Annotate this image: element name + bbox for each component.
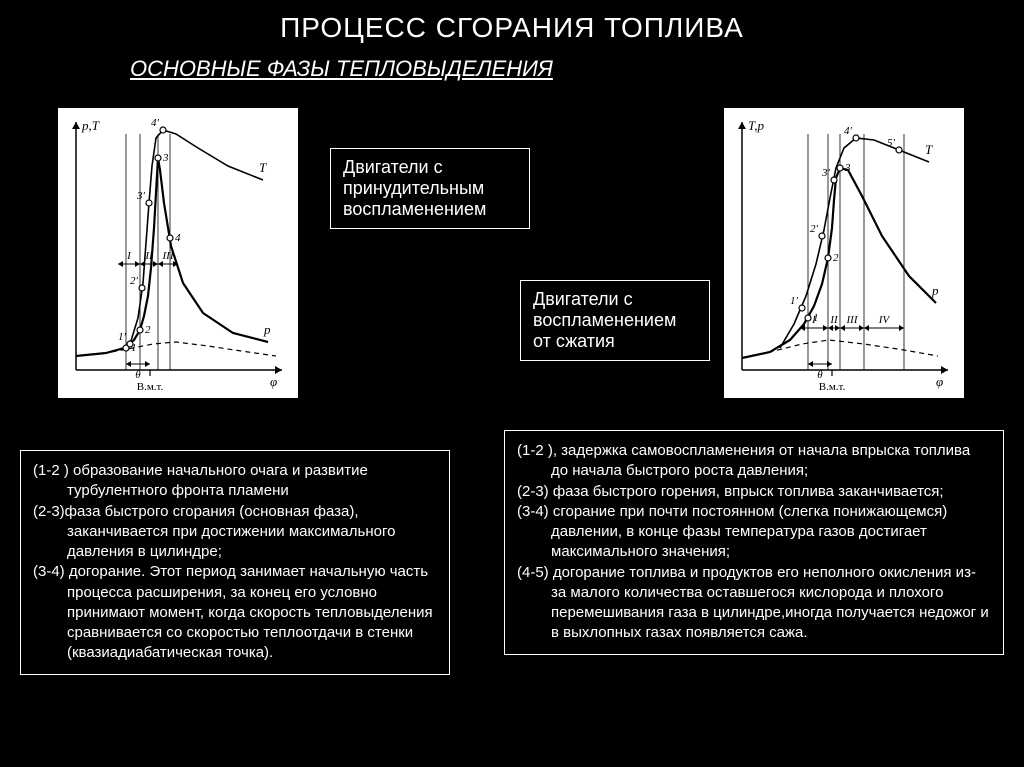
svg-text:θ: θ [135, 369, 141, 381]
svg-text:I: I [126, 250, 132, 262]
description-compression-phases: (1-2 ), задержка самовоспламенения от на… [504, 430, 1004, 655]
svg-text:1': 1' [118, 331, 127, 343]
svg-text:4: 4 [175, 232, 181, 244]
svg-text:T: T [259, 160, 267, 175]
svg-text:В.м.т.: В.м.т. [819, 381, 846, 393]
svg-text:4': 4' [844, 125, 853, 137]
svg-text:3': 3' [136, 190, 146, 202]
phase-2-3-spark: (2-3)фаза быстрого сгорания (основная фа… [33, 502, 437, 563]
phase-1-2-comp: (1-2 ), задержка самовоспламенения от на… [517, 441, 991, 482]
svg-text:2: 2 [833, 252, 839, 264]
label-spark-engines: Двигатели с принудительным воспламенение… [330, 148, 530, 229]
chart-spark-ignition: p,TφIIIIIIθ12341'2'3'4'pTВ.м.т. [58, 108, 298, 398]
phase-3-4-comp: (3-4) сгорание при почти постоянном (сле… [517, 502, 991, 563]
phase-3-4-spark: (3-4) догорание. Этот период занимает на… [33, 562, 437, 663]
svg-text:p: p [263, 322, 271, 337]
svg-text:II: II [829, 314, 839, 326]
svg-text:2': 2' [810, 223, 819, 235]
svg-text:3: 3 [162, 152, 169, 164]
phase-2-3-comp: (2-3) фаза быстрого горения, впрыск топл… [517, 482, 991, 502]
svg-text:1': 1' [790, 295, 799, 307]
svg-text:4': 4' [151, 117, 160, 129]
svg-text:III: III [162, 250, 175, 262]
chart-compression-ignition: T,pφIIIIIIIVθ1231'2'3'4'5'pTВ.м.т. [724, 108, 964, 398]
description-spark-phases: (1-2 ) образование начального очага и ра… [20, 450, 450, 675]
svg-text:2': 2' [130, 275, 139, 287]
svg-text:3': 3' [821, 167, 831, 179]
svg-text:2: 2 [145, 324, 151, 336]
page-subtitle: ОСНОВНЫЕ ФАЗЫ ТЕПЛОВЫДЕЛЕНИЯ [130, 56, 553, 82]
svg-text:p,T: p,T [81, 118, 100, 133]
svg-text:1: 1 [813, 312, 819, 324]
label-compression-engines: Двигатели с воспламенением от сжатия [520, 280, 710, 361]
phase-4-5-comp: (4-5) догорание топлива и продуктов его … [517, 563, 991, 644]
svg-text:5': 5' [887, 137, 896, 149]
svg-text:В.м.т.: В.м.т. [137, 381, 164, 393]
svg-text:φ: φ [270, 374, 277, 389]
svg-text:T,p: T,p [748, 118, 765, 133]
page-title: ПРОЦЕСС СГОРАНИЯ ТОПЛИВА [0, 12, 1024, 44]
svg-text:3: 3 [844, 162, 851, 174]
svg-text:IV: IV [878, 314, 891, 326]
svg-text:III: III [846, 314, 859, 326]
svg-text:II: II [144, 250, 154, 262]
svg-text:θ: θ [817, 369, 823, 381]
phase-1-2-spark: (1-2 ) образование начального очага и ра… [33, 461, 437, 502]
svg-text:T: T [925, 142, 933, 157]
svg-text:p: p [931, 283, 939, 298]
svg-text:φ: φ [936, 374, 943, 389]
